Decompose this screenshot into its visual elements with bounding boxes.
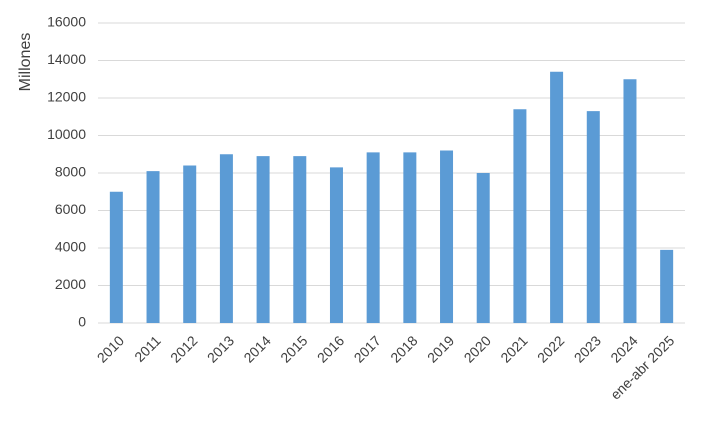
y-tick-label: 0 (78, 314, 86, 330)
x-tick-label: 2022 (534, 332, 567, 365)
bar (403, 152, 417, 323)
bar (623, 79, 637, 323)
bar (660, 249, 674, 323)
y-tick-label: 12000 (47, 89, 86, 105)
y-tick-label: 8000 (55, 164, 86, 180)
bar (109, 191, 123, 323)
y-tick-label: 14000 (47, 51, 86, 67)
y-tick-label: 16000 (47, 14, 86, 30)
x-tick-label: 2011 (131, 332, 164, 365)
x-tick-label: 2020 (461, 332, 494, 365)
bar (219, 154, 233, 323)
bar (256, 156, 270, 323)
bar (329, 167, 343, 323)
bar (293, 156, 307, 323)
y-tick-label: 2000 (55, 276, 86, 292)
bar (586, 111, 600, 323)
x-tick-label: 2019 (424, 332, 457, 365)
x-tick-label: 2016 (314, 332, 347, 365)
bar (476, 173, 490, 323)
y-axis-label: Millones (17, 33, 34, 92)
bar (440, 150, 454, 323)
x-tick-label: 2010 (94, 332, 127, 365)
x-tick-label: 2023 (571, 332, 604, 365)
y-tick-label: 10000 (47, 126, 86, 142)
bar (550, 71, 564, 323)
y-tick-label: 6000 (55, 201, 86, 217)
bar (183, 165, 197, 323)
x-tick-label: 2021 (497, 332, 530, 365)
y-tick-label: 4000 (55, 239, 86, 255)
bar (146, 171, 160, 323)
x-tick-label: 2012 (167, 332, 200, 365)
bar (366, 152, 380, 323)
x-tick-label: 2017 (351, 332, 384, 365)
x-tick-label: 2014 (240, 332, 273, 365)
x-tick-label: 2024 (607, 332, 640, 365)
x-tick-label: 2018 (387, 332, 420, 365)
x-tick-label: 2015 (277, 332, 310, 365)
bar (513, 109, 527, 323)
x-tick-label: 2013 (204, 332, 237, 365)
